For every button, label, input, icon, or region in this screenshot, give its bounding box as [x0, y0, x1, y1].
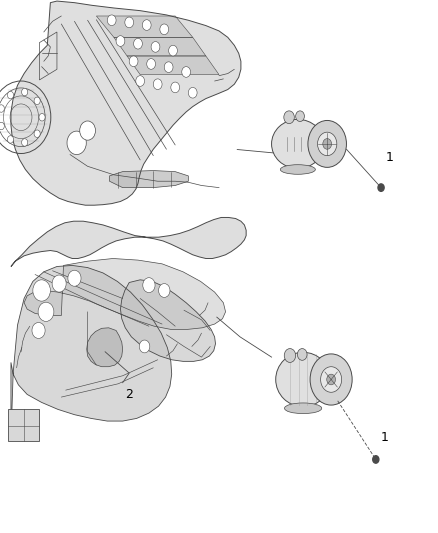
Circle shape	[39, 114, 45, 121]
Ellipse shape	[272, 119, 324, 168]
Circle shape	[296, 111, 304, 122]
Circle shape	[38, 302, 54, 321]
Circle shape	[32, 322, 45, 338]
Polygon shape	[87, 328, 123, 367]
Circle shape	[34, 97, 40, 104]
Circle shape	[284, 111, 294, 124]
Ellipse shape	[285, 403, 321, 414]
Circle shape	[21, 139, 28, 146]
Circle shape	[323, 139, 332, 149]
Circle shape	[160, 24, 169, 35]
Circle shape	[34, 130, 40, 138]
Polygon shape	[11, 265, 172, 440]
Polygon shape	[110, 171, 188, 188]
Circle shape	[21, 88, 28, 96]
Circle shape	[169, 45, 177, 56]
Circle shape	[134, 38, 142, 49]
Ellipse shape	[276, 352, 330, 407]
Circle shape	[318, 132, 337, 156]
Circle shape	[116, 36, 125, 46]
Circle shape	[67, 131, 86, 155]
Circle shape	[297, 349, 307, 360]
Polygon shape	[11, 1, 241, 205]
Polygon shape	[114, 37, 206, 56]
Circle shape	[378, 184, 384, 191]
Circle shape	[68, 270, 81, 286]
Circle shape	[188, 87, 197, 98]
Bar	[8, 409, 39, 441]
Ellipse shape	[280, 165, 315, 174]
Polygon shape	[127, 56, 219, 75]
Circle shape	[310, 354, 352, 405]
Circle shape	[33, 280, 50, 301]
Circle shape	[125, 17, 134, 28]
Circle shape	[136, 76, 145, 86]
Circle shape	[171, 82, 180, 93]
Circle shape	[182, 67, 191, 77]
Circle shape	[373, 456, 379, 463]
Polygon shape	[120, 280, 215, 361]
Circle shape	[143, 278, 155, 293]
Circle shape	[164, 62, 173, 72]
Circle shape	[139, 340, 150, 353]
Text: 1: 1	[380, 431, 388, 443]
Polygon shape	[11, 217, 246, 266]
Circle shape	[308, 120, 346, 167]
Circle shape	[327, 374, 336, 385]
Circle shape	[142, 20, 151, 30]
Circle shape	[159, 284, 170, 297]
Circle shape	[129, 56, 138, 67]
Polygon shape	[96, 16, 193, 37]
Text: 2: 2	[125, 388, 133, 401]
Circle shape	[7, 136, 14, 143]
Polygon shape	[24, 259, 226, 329]
Circle shape	[107, 15, 116, 26]
Circle shape	[0, 122, 4, 130]
Circle shape	[7, 91, 14, 99]
Circle shape	[321, 367, 342, 392]
Circle shape	[284, 349, 296, 362]
Circle shape	[80, 121, 95, 140]
Circle shape	[151, 42, 160, 52]
Circle shape	[52, 275, 66, 292]
Circle shape	[153, 79, 162, 90]
Circle shape	[0, 105, 4, 112]
Text: 1: 1	[385, 151, 393, 164]
Circle shape	[147, 59, 155, 69]
